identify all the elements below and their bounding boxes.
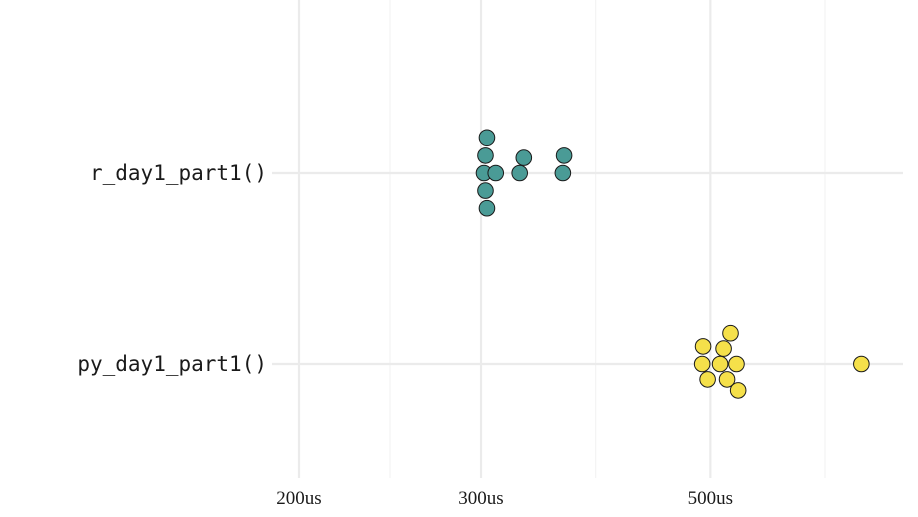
- data-point: [477, 147, 494, 164]
- data-point: [729, 382, 747, 399]
- data-point: [722, 324, 739, 342]
- data-point: [711, 355, 729, 373]
- y-axis-labels: r_day1_part1() py_day1_part1(): [77, 161, 267, 376]
- data-point: [478, 199, 496, 217]
- data-point: [699, 371, 716, 388]
- data-point: [478, 129, 496, 147]
- x-tick-label: 200us: [276, 488, 321, 509]
- data-point: [728, 355, 745, 373]
- x-axis-labels: 200us 300us 500us: [276, 488, 733, 509]
- data-point: [511, 164, 528, 182]
- data-point: [487, 164, 505, 182]
- y-category-label: py_day1_part1(): [77, 352, 267, 376]
- x-tick-label: 500us: [688, 488, 733, 509]
- data-point: [554, 164, 572, 182]
- grid-layer: [272, 0, 903, 478]
- x-tick-label: 300us: [458, 488, 503, 509]
- y-category-label: r_day1_part1(): [90, 161, 267, 185]
- data-point: [693, 355, 711, 373]
- data-point: [715, 340, 732, 357]
- data-point: [694, 338, 712, 355]
- data-point: [477, 182, 494, 199]
- data-point: [555, 147, 573, 164]
- data-point: [853, 355, 870, 373]
- data-point: [515, 149, 533, 166]
- data-points: [475, 129, 870, 399]
- data-point: [718, 371, 736, 388]
